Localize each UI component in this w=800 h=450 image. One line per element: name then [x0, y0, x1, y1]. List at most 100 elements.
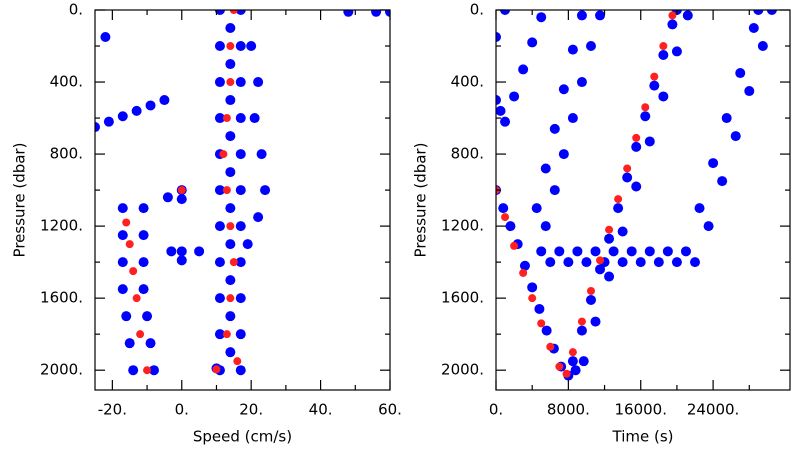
point [214, 185, 225, 196]
point [528, 294, 537, 303]
point [730, 131, 741, 142]
point [225, 95, 236, 106]
point [694, 203, 705, 214]
y-tick-label: 0. [69, 1, 83, 19]
x-tick-label: 0. [175, 401, 189, 419]
y-tick-label: 800. [451, 145, 484, 163]
point [595, 264, 606, 275]
point [527, 37, 538, 48]
point [531, 203, 542, 214]
point [563, 257, 574, 268]
point [658, 50, 669, 61]
point [214, 10, 225, 15]
y-tick-label: 1600. [441, 289, 484, 307]
point [578, 356, 589, 367]
point [249, 113, 260, 124]
point [117, 230, 128, 241]
panel: 0. 8000. 16000. 24000. 0. 400. 800. 1200. 1600. 2… [412, 1, 791, 446]
point [585, 41, 596, 52]
points [496, 10, 777, 381]
x-tick-label: 40. [309, 401, 333, 419]
point [131, 105, 142, 116]
y-tick-label: 2000. [40, 361, 83, 379]
point [496, 95, 501, 106]
point [124, 338, 135, 349]
point [214, 113, 225, 124]
point [570, 365, 581, 376]
point [235, 41, 246, 52]
y-axis-title: Pressure (dbar) [412, 143, 430, 258]
point [235, 149, 246, 160]
point [519, 260, 530, 271]
point [162, 192, 173, 203]
point [562, 369, 571, 378]
point [219, 150, 228, 159]
point [235, 185, 246, 196]
point [567, 44, 578, 55]
point [549, 185, 560, 196]
point [214, 41, 225, 52]
point [117, 257, 128, 268]
point [518, 64, 529, 75]
y-tick-label: 400. [50, 73, 83, 91]
plot-frame [94, 9, 391, 391]
point [510, 241, 519, 250]
x-tick-label: 24000. [687, 401, 740, 419]
point [500, 10, 511, 15]
point [650, 72, 659, 81]
point [558, 149, 569, 160]
point [703, 221, 714, 232]
point [235, 10, 246, 15]
point [667, 19, 678, 30]
point [766, 10, 777, 15]
point [166, 246, 177, 257]
point [143, 366, 152, 375]
point [658, 91, 669, 102]
point [225, 59, 236, 70]
x-tick-label: 8000. [547, 401, 590, 419]
point [225, 23, 236, 34]
point [138, 257, 149, 268]
point [536, 246, 547, 257]
x-tick-label: 0. [489, 401, 503, 419]
point [225, 311, 236, 322]
point [682, 10, 693, 21]
y-tick-label: 1600. [40, 289, 83, 307]
x-tick-label: 20. [239, 401, 263, 419]
point [225, 347, 236, 358]
point [235, 365, 246, 376]
point [558, 84, 569, 95]
y-tick-label: 400. [451, 73, 484, 91]
point [644, 136, 655, 147]
point [176, 194, 187, 205]
y-tick-label: 1200. [441, 217, 484, 235]
point [225, 167, 236, 178]
point [617, 226, 628, 237]
point [212, 365, 221, 374]
point [604, 233, 615, 244]
point [214, 77, 225, 88]
point [132, 294, 141, 303]
point [708, 158, 719, 169]
point [117, 284, 128, 295]
point [540, 163, 551, 174]
point [149, 365, 159, 376]
point [640, 111, 651, 122]
point [585, 294, 596, 305]
point [233, 357, 242, 366]
point [214, 257, 225, 268]
point [496, 32, 501, 43]
point [176, 246, 187, 257]
point [225, 239, 236, 250]
point [596, 256, 605, 265]
point [95, 122, 100, 133]
point [576, 10, 587, 21]
point [555, 362, 564, 371]
point [235, 257, 246, 268]
point [605, 225, 614, 234]
point [138, 230, 149, 241]
point [229, 10, 238, 14]
point [690, 257, 701, 268]
x-tick-label: -20. [98, 401, 127, 419]
